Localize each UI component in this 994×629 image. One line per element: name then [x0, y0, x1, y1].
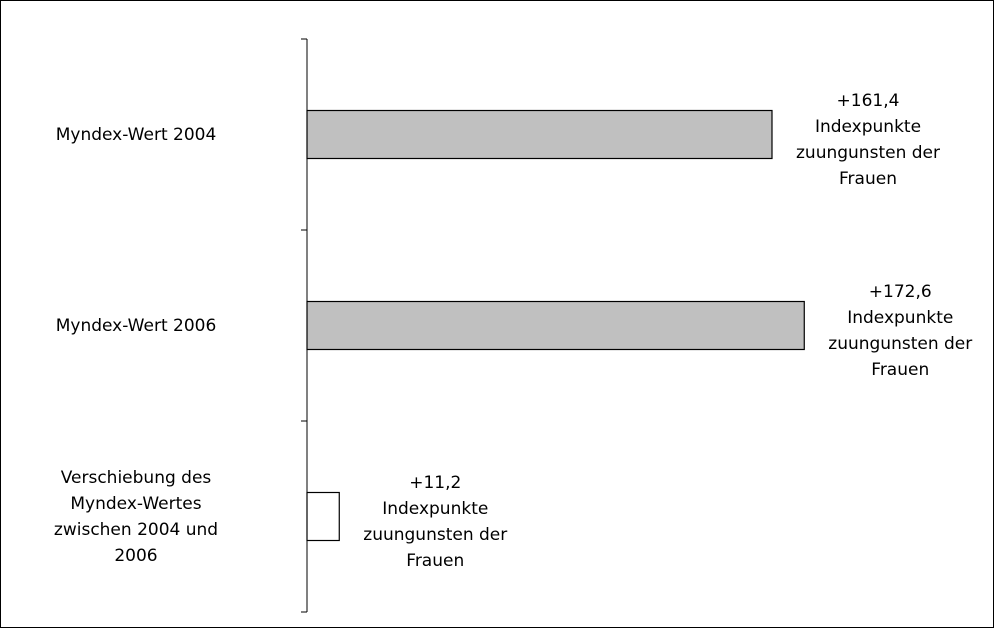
category-label-line: Myndex-Wert 2006	[55, 315, 217, 336]
data-label-line: +161,4	[836, 90, 900, 111]
category-label-1: Myndex-Wert 2004	[31, 122, 241, 148]
bar-2	[306, 300, 805, 351]
category-label-line: Verschiebung des	[60, 467, 212, 488]
data-label-line: zuungunsten der	[796, 142, 940, 163]
data-label-line: Indexpunkte	[814, 116, 922, 137]
data-label-line: zuungunsten der	[828, 333, 973, 354]
data-label-line: zuungunsten der	[363, 524, 508, 545]
data-label-2: +172,6 Indexpunkte zuungunsten der Frauen	[805, 279, 994, 383]
bar-3	[306, 491, 340, 542]
data-label-line: Frauen	[406, 550, 465, 571]
data-label-line: Indexpunkte	[382, 498, 489, 519]
data-label-line: Indexpunkte	[847, 307, 954, 328]
data-label-line: Frauen	[839, 168, 897, 189]
category-label-line: zwischen 2004 und	[53, 519, 219, 540]
category-label-2: Myndex-Wert 2006	[31, 313, 241, 339]
data-label-line: Frauen	[871, 359, 930, 380]
category-label-line: Myndex-Wertes	[70, 493, 202, 514]
data-label-line: +172,6	[868, 281, 932, 302]
category-label-line: 2006	[114, 545, 158, 566]
data-label-line: +11,2	[409, 472, 462, 493]
bar-1	[306, 109, 773, 160]
data-label-1: +161,4 Indexpunkte zuungunsten der Frauen	[773, 88, 963, 192]
data-label-3: +11,2 Indexpunkte zuungunsten der Frauen	[340, 470, 530, 574]
category-label-line: Myndex-Wert 2004	[55, 124, 217, 145]
category-label-3: Verschiebung des Myndex-Wertes zwischen 20…	[31, 465, 241, 569]
